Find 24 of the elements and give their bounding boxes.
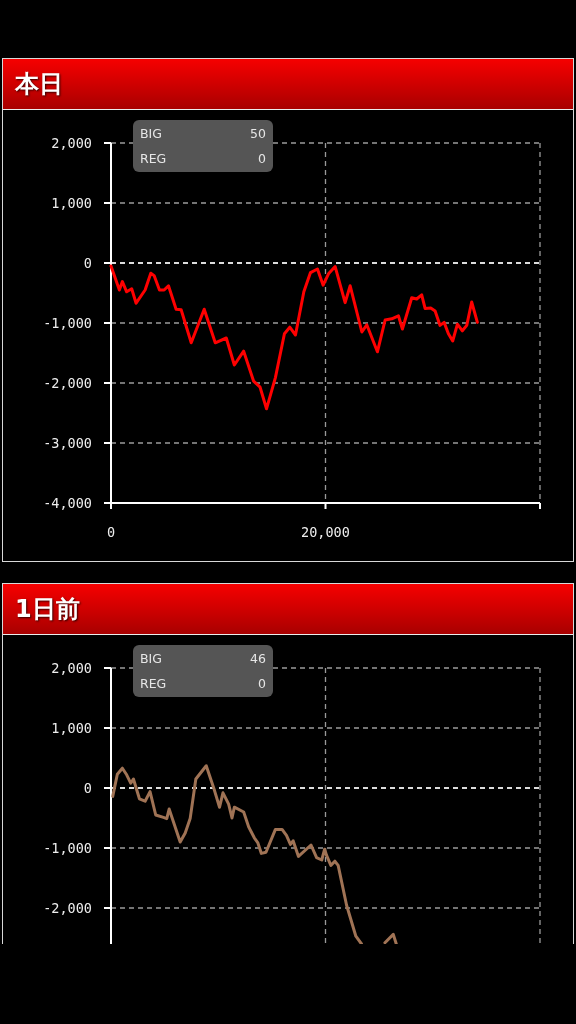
y-tick-label: 0 (83, 255, 92, 271)
chart-title: 本日 (15, 69, 63, 100)
y-tick-label: -2,000 (43, 375, 92, 391)
y-tick-label: 0 (83, 780, 92, 796)
y-tick-label: -1,000 (43, 840, 92, 856)
line-series (109, 264, 479, 411)
annotation: REG (140, 150, 167, 166)
y-tick-label: -1,000 (43, 315, 92, 331)
y-tick-label: 1,000 (51, 195, 92, 211)
y-tick-label: -4,000 (43, 495, 92, 511)
annotation: REG (140, 675, 167, 691)
annotation: BIG (140, 125, 162, 141)
y-tick-label: -2,000 (43, 900, 92, 916)
x-tick-label: 20,000 (301, 524, 350, 540)
chart-title: 1日前 (15, 594, 80, 625)
annotation: BIG (140, 650, 162, 666)
y-tick-label: 2,000 (51, 135, 92, 151)
y-tick-label: 2,000 (51, 660, 92, 676)
y-tick-label: -3,000 (43, 435, 92, 451)
annotation: 0 (258, 675, 266, 691)
annotation: 50 (250, 125, 266, 141)
annotation: 46 (250, 650, 266, 666)
annotation: 0 (258, 150, 266, 166)
y-tick-label: 1,000 (51, 720, 92, 736)
